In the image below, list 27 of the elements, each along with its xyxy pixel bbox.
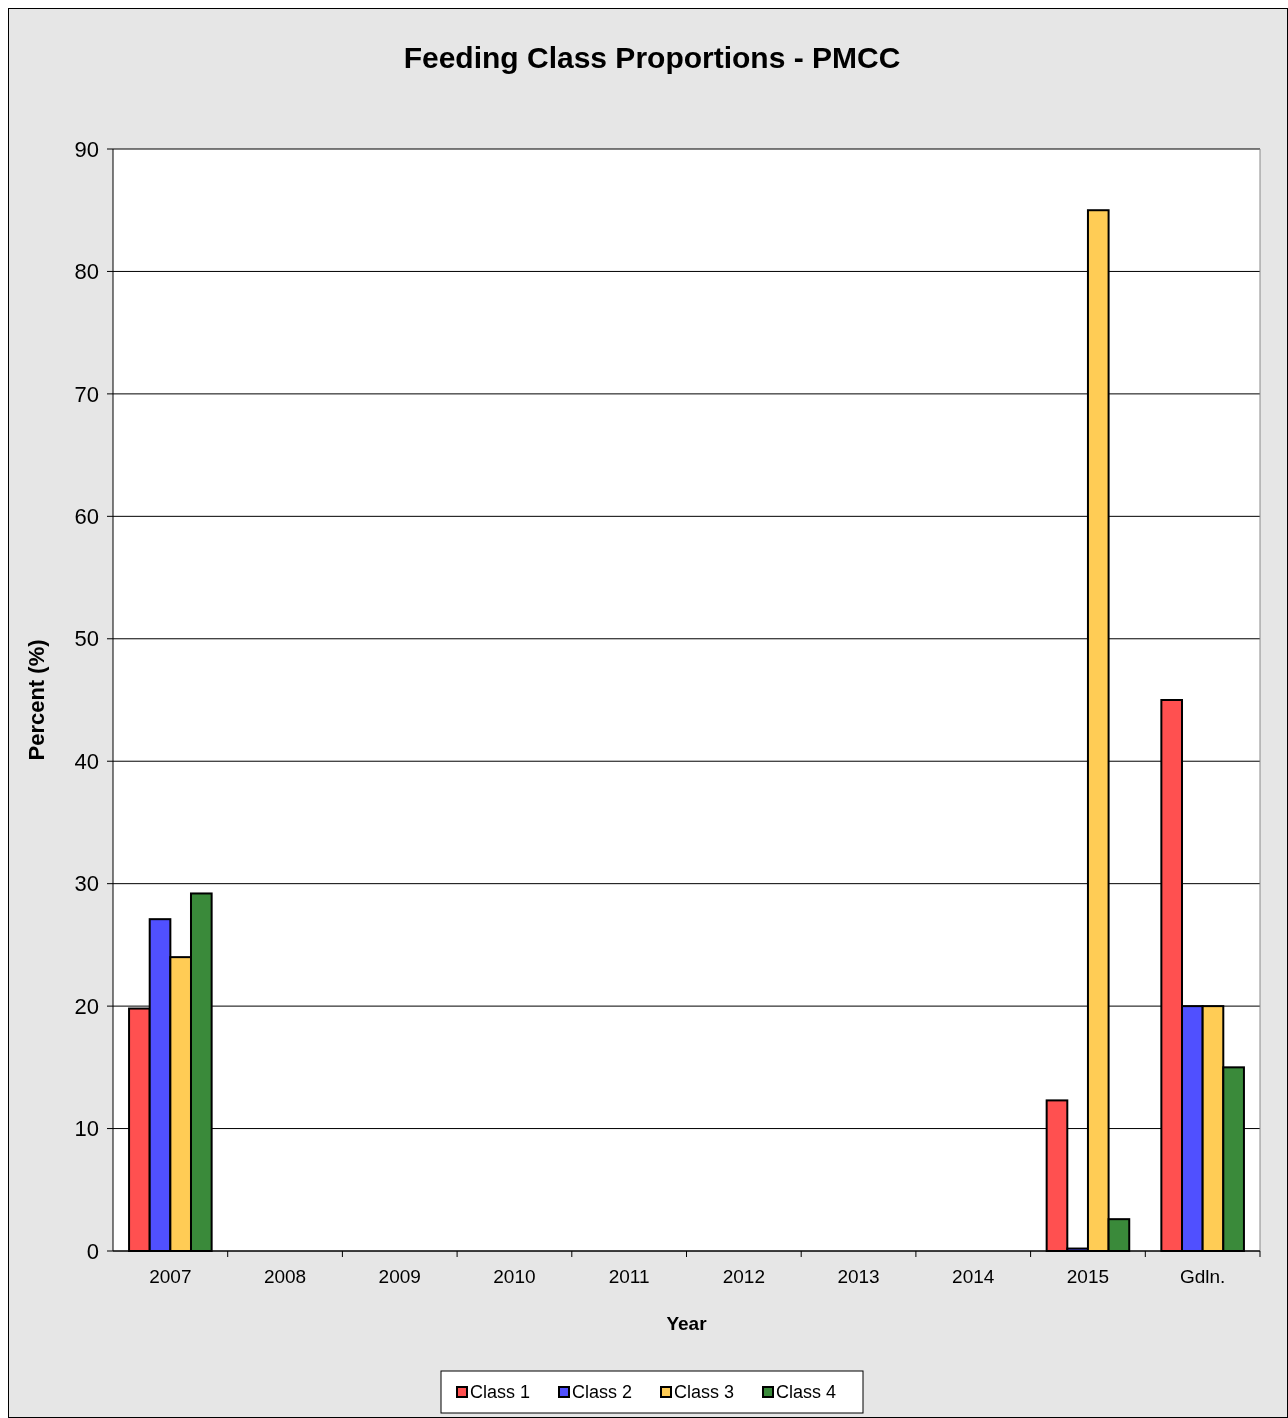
x-tick-label: 2010 [493,1266,536,1287]
x-tick-label: 2008 [263,1266,307,1287]
x-tick-label: 2012 [722,1266,765,1287]
y-tick-label: 60 [74,504,99,530]
legend-label: Class 1 [470,1382,531,1402]
y-tick-label: 0 [86,1238,99,1264]
y-tick-label: 90 [74,136,99,162]
y-tick-label: 80 [74,259,99,285]
x-tick-label: 2013 [837,1266,880,1287]
x-tick-label: 2014 [952,1266,995,1287]
x-tick-label: 2011 [608,1266,650,1287]
y-tick-label: 50 [74,626,99,652]
y-tick-label: 40 [74,748,99,774]
y-axis-title: Percent (%) [24,639,49,761]
x-tick-label: 2009 [378,1266,421,1287]
x-tick-label: 2015 [1066,1266,1110,1287]
chart-title: Feeding Class Proportions - PMCC [403,41,901,74]
y-tick-label: 10 [74,1116,99,1142]
x-tick-label: Gdln. [1179,1266,1226,1287]
x-tick-label: 2007 [149,1266,192,1287]
x-axis-title: Year [666,1313,708,1334]
legend-label: Class 2 [572,1382,633,1402]
y-tick-label: 30 [74,871,99,897]
y-tick-label: 20 [74,993,99,1019]
legend-label: Class 3 [674,1382,735,1402]
y-tick-label: 70 [74,381,99,407]
legend-label: Class 4 [776,1382,837,1402]
